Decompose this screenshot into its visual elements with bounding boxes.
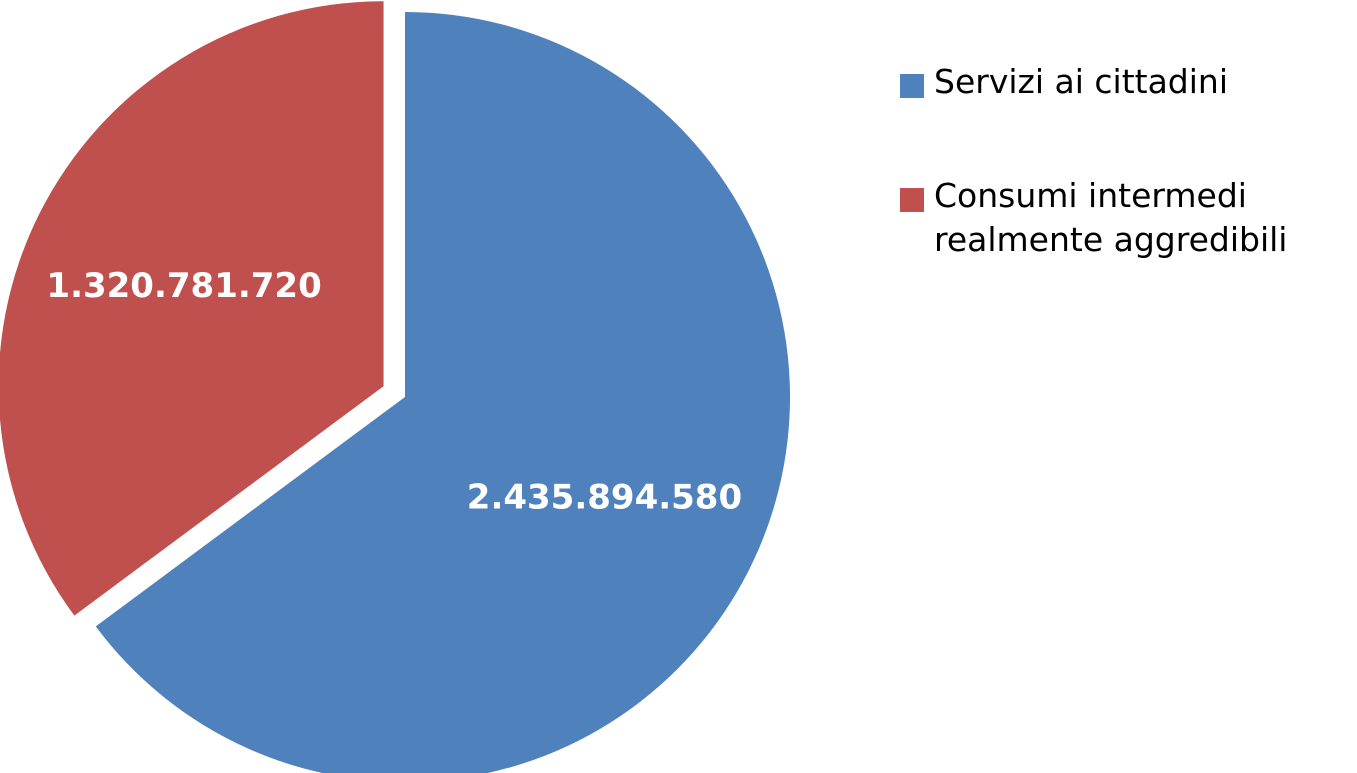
legend-label-servizi: Servizi ai cittadini bbox=[934, 62, 1228, 101]
legend-item-servizi: Servizi ai cittadini bbox=[900, 60, 1350, 104]
legend-swatch-servizi bbox=[900, 74, 924, 98]
pie-slice-servizi bbox=[95, 12, 791, 773]
pie-slice-consumi bbox=[0, 1, 384, 616]
legend: Servizi ai cittadini Consumi intermedi r… bbox=[900, 60, 1350, 332]
legend-swatch-consumi bbox=[900, 188, 924, 212]
slice-value-label-servizi: 2.435.894.580 bbox=[467, 477, 742, 517]
slice-value-label-consumi: 1.320.781.720 bbox=[46, 266, 321, 306]
legend-item-consumi: Consumi intermedi realmente aggredibili bbox=[900, 174, 1350, 262]
legend-label-consumi: Consumi intermedi realmente aggredibili bbox=[934, 176, 1288, 259]
